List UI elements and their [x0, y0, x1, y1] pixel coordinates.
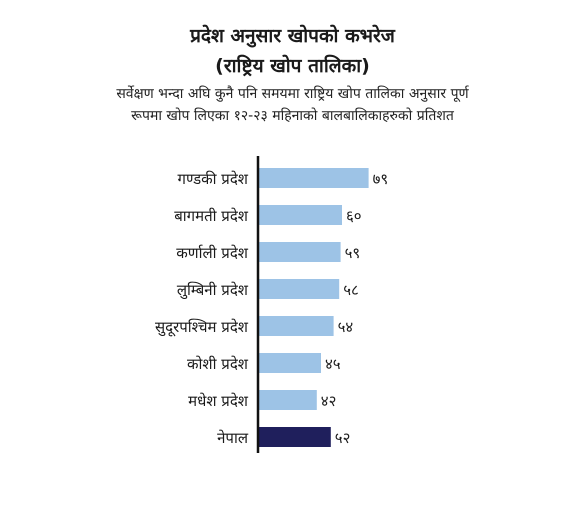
- bar: [258, 242, 341, 262]
- bar: [258, 390, 317, 410]
- category-label: कर्णाली प्रदेश: [176, 244, 249, 262]
- data-label: ७९: [373, 170, 389, 188]
- bar: [258, 279, 340, 299]
- category-label: मधेश प्रदेश: [188, 392, 249, 410]
- bar: [258, 353, 321, 373]
- data-label: ५४: [338, 318, 354, 336]
- bar: [258, 168, 369, 188]
- category-label: लुम्बिनी प्रदेश: [177, 281, 249, 300]
- category-label: नेपाल: [217, 429, 249, 447]
- category-label: कोशी प्रदेश: [187, 355, 249, 373]
- data-label: ४२: [321, 392, 337, 410]
- chart-subtitle-line2: रूपमा खोप लिएका १२-२३ महिनाको बालबालिकाह…: [131, 108, 454, 124]
- chart-title-line2: (राष्ट्रिय खोप तालिका): [215, 55, 370, 77]
- category-label: सुदूरपश्चिम प्रदेश: [155, 318, 249, 337]
- chart-title: प्रदेश अनुसार खोपको कभरेज: [190, 25, 395, 47]
- data-label: ६०: [346, 207, 362, 225]
- data-label: ४५: [325, 355, 341, 373]
- bar: [258, 205, 342, 225]
- data-label: ५२: [335, 429, 351, 447]
- data-label: ५८: [343, 281, 359, 299]
- chart-subtitle: सर्वेक्षण भन्दा अघि कुनै पनि समयमा राष्ट…: [116, 86, 469, 102]
- category-label: गण्डकी प्रदेश: [178, 170, 249, 188]
- bar: [258, 316, 334, 336]
- category-label: बागमती प्रदेश: [174, 207, 249, 225]
- bar-national: [258, 427, 331, 447]
- data-label: ५९: [345, 244, 361, 262]
